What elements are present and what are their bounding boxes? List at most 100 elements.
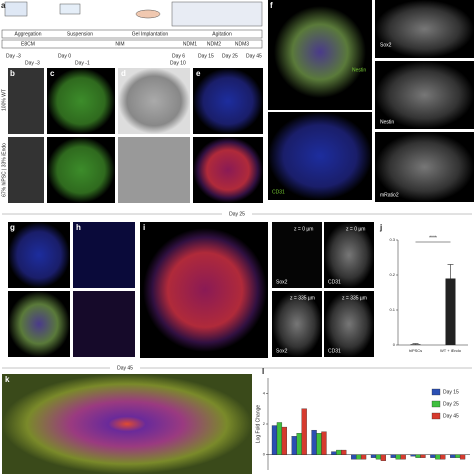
bar	[311, 429, 317, 455]
bar	[430, 454, 436, 458]
image	[47, 137, 115, 203]
bar	[415, 454, 421, 458]
y-tick-label: 0	[263, 452, 266, 457]
image	[375, 61, 474, 129]
legend-label: Day 45	[443, 413, 459, 419]
svg-text:k: k	[5, 375, 10, 384]
image	[118, 68, 190, 134]
image	[8, 222, 70, 288]
icon	[4, 1, 28, 17]
bar	[341, 449, 347, 455]
day: Day 15	[198, 53, 214, 59]
chart-j: 0 0.1 0.2 0.3 hiPSCs WT + iEndo ****	[389, 235, 468, 353]
bar	[445, 278, 456, 345]
timeline: Aggregation Suspension Gel Implantation …	[1, 1, 263, 59]
image	[73, 222, 135, 288]
image	[193, 137, 263, 203]
day: Day 25	[222, 53, 238, 59]
bar	[375, 454, 382, 460]
day: Day 6	[172, 53, 185, 59]
z-label: z = 335 µm	[342, 295, 367, 301]
bar	[410, 344, 421, 345]
day: Day 0	[58, 53, 71, 59]
z-label: z = 0 µm	[346, 226, 365, 232]
x-tick-label: WT + iEndo	[440, 348, 462, 353]
legend-swatch	[431, 400, 441, 408]
marker-label: mRatio2	[380, 192, 399, 198]
svg-text:c: c	[50, 69, 55, 78]
icon	[59, 3, 81, 15]
legend-label: Day 25	[443, 401, 459, 407]
day: Day -3	[25, 60, 40, 66]
panel-letters: a b c d e f g h i j k l	[1, 1, 382, 384]
image	[8, 137, 44, 203]
svg-text:j: j	[379, 223, 382, 232]
svg-text:i: i	[143, 223, 145, 232]
icon	[135, 9, 161, 19]
condition: 100% WT	[1, 89, 7, 111]
bar	[380, 454, 386, 461]
icon	[171, 1, 263, 27]
bar	[271, 425, 278, 455]
bar	[390, 454, 396, 458]
image	[193, 68, 263, 134]
image	[375, 0, 474, 58]
bar	[410, 454, 416, 457]
medium: NIM	[115, 41, 124, 47]
bar	[459, 454, 466, 460]
y-tick-label: 2	[263, 421, 266, 426]
image	[118, 137, 190, 203]
condition: 67% hiPSC | 33% iEndo	[1, 143, 7, 197]
stage: Gel Implantation	[132, 31, 169, 37]
chart-l: Log Fold Change 0 2 4 Day 15 Day 25 Day 45	[255, 378, 470, 470]
marker-label: CD31	[328, 279, 341, 285]
marker-label: CD31	[328, 348, 341, 354]
svg-text:d: d	[121, 69, 126, 78]
y-tick-label: 0.3	[389, 237, 395, 242]
bar	[276, 422, 283, 455]
bar	[420, 454, 426, 458]
medium: NDM1	[183, 41, 197, 47]
image	[8, 68, 44, 134]
day: Day 10	[170, 60, 186, 66]
bar	[370, 454, 377, 458]
stage: Suspension	[67, 31, 93, 37]
y-tick-label: 0	[393, 342, 396, 347]
y-axis-label: Log Fold Change	[255, 405, 261, 444]
bar	[395, 454, 401, 460]
significance: ****	[429, 235, 437, 241]
image	[324, 291, 374, 357]
image	[2, 374, 252, 474]
medium: NDM2	[207, 41, 221, 47]
media-bar	[1, 39, 263, 49]
bar	[331, 451, 337, 455]
divider-label: Day 25	[229, 211, 245, 217]
image	[143, 228, 267, 352]
stage: Aggregation	[15, 31, 42, 37]
divider-label: Day 45	[117, 365, 133, 371]
day: Day -1	[75, 60, 90, 66]
image	[375, 132, 474, 202]
svg-text:h: h	[76, 223, 81, 232]
bar	[291, 436, 297, 455]
day: Day -3	[6, 53, 21, 59]
bar	[360, 454, 367, 460]
marker-label: Sox2	[276, 348, 288, 354]
image	[73, 291, 135, 357]
image	[274, 6, 366, 98]
bar	[336, 449, 342, 455]
divider-label-bg	[110, 363, 140, 373]
bar	[351, 454, 357, 460]
image	[272, 222, 322, 288]
svg-text:e: e	[196, 69, 201, 78]
y-tick-label: 4	[263, 390, 266, 395]
legend-swatch	[431, 412, 441, 420]
stage-bar	[1, 29, 263, 39]
marker-label: Sox2	[276, 279, 288, 285]
svg-text:g: g	[10, 223, 15, 232]
bar	[440, 454, 446, 460]
x-tick-label: hiPSCs	[409, 348, 422, 353]
svg-text:b: b	[10, 69, 15, 78]
bar	[321, 431, 327, 455]
medium: E8CM	[21, 41, 35, 47]
